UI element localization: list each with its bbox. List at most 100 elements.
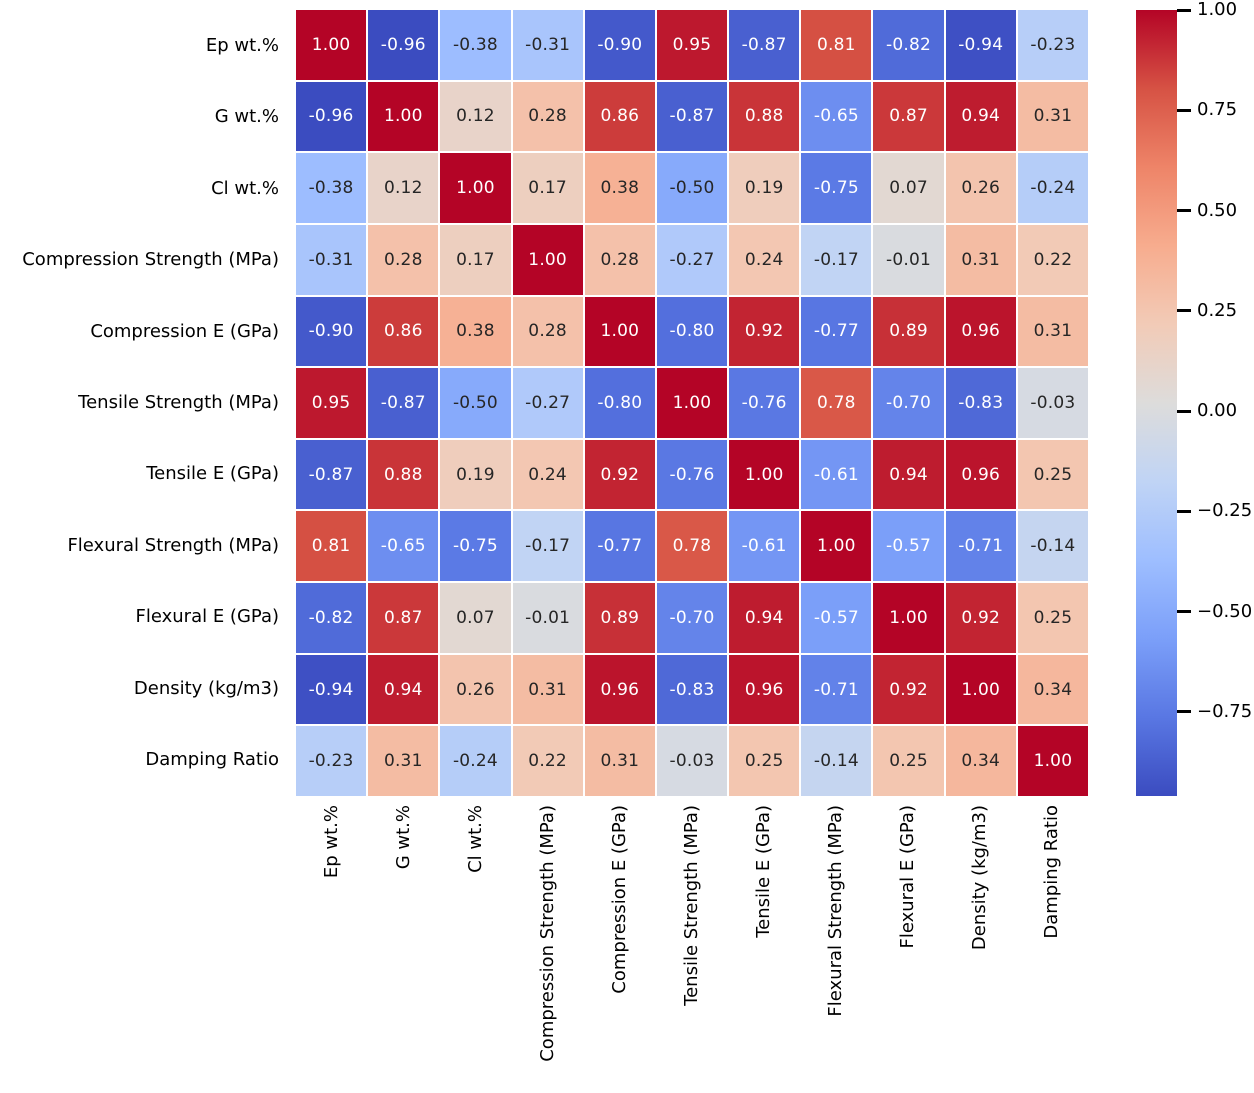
heatmap-cell: -0.14 — [801, 726, 872, 796]
heatmap-cell: -0.50 — [656, 153, 728, 223]
heatmap-cell: -0.94 — [945, 10, 1016, 80]
y-axis-label: Tensile E (GPa) — [146, 463, 279, 485]
heatmap-cell: 0.87 — [368, 583, 439, 653]
heatmap-cell: -0.83 — [945, 368, 1016, 438]
colorbar-gradient — [1136, 10, 1177, 796]
heatmap-cell: 0.38 — [440, 296, 511, 367]
heatmap-cell: 0.17 — [512, 153, 583, 223]
heatmap-cell: -0.87 — [368, 368, 439, 438]
heatmap-cell: 0.07 — [440, 583, 511, 653]
heatmap-cell: 0.17 — [440, 224, 511, 295]
heatmap-cell: 1.00 — [512, 224, 583, 295]
heatmap-cell: -0.01 — [873, 224, 944, 295]
heatmap-cell: 0.28 — [584, 224, 655, 295]
x-axis-labels: Ep wt.% G wt.% Cl wt.% Compression Strength… — [296, 805, 1088, 1093]
heatmap-cell: 0.25 — [1017, 439, 1088, 510]
heatmap-cell: 0.24 — [729, 224, 800, 295]
colorbar-tick-label: −0.25 — [1197, 500, 1253, 522]
y-axis-label: Compression E (GPa) — [90, 320, 279, 342]
heatmap-cell: 1.00 — [873, 583, 944, 653]
heatmap-cell: 0.89 — [584, 583, 655, 653]
heatmap-cell: -0.82 — [296, 583, 367, 653]
heatmap-cell: 1.00 — [656, 368, 728, 438]
heatmap-cell: 0.94 — [873, 439, 944, 510]
heatmap-cell: 0.95 — [296, 368, 367, 438]
heatmap-cell: 0.89 — [873, 296, 944, 367]
colorbar-tick-label: 0.25 — [1197, 299, 1238, 321]
x-axis-label: Damping Ratio — [1041, 805, 1062, 939]
heatmap-cell: 0.25 — [873, 726, 944, 796]
heatmap-cell: 0.78 — [656, 511, 728, 582]
heatmap-cell: -0.82 — [873, 10, 944, 80]
heatmap-cell: 1.00 — [1017, 726, 1088, 796]
heatmap-cell: 0.28 — [512, 81, 583, 152]
heatmap-cell: 0.22 — [1017, 224, 1088, 295]
heatmap-cell: 0.94 — [729, 583, 800, 653]
heatmap-cell: -0.61 — [729, 511, 800, 582]
heatmap-cell: 0.07 — [873, 153, 944, 223]
heatmap-cell: 0.31 — [584, 726, 655, 796]
colorbar-tick-label: 0.00 — [1197, 400, 1238, 422]
colorbar-tick-mark — [1177, 108, 1191, 112]
y-axis-labels: Ep wt.% G wt.% Cl wt.% Compression Strength… — [0, 10, 288, 796]
heatmap-cell: -0.90 — [296, 296, 367, 367]
heatmap-cell: -0.38 — [296, 153, 367, 223]
heatmap-cell: -0.17 — [801, 224, 872, 295]
x-axis-label: Compression E (GPa) — [609, 805, 630, 994]
heatmap-cell: 0.88 — [729, 81, 800, 152]
heatmap-cell: -0.03 — [1017, 368, 1088, 438]
heatmap-cell: -0.83 — [656, 654, 728, 725]
heatmap-cell: -0.80 — [656, 296, 728, 367]
heatmap-cell: -0.27 — [512, 368, 583, 438]
heatmap-cell: 0.31 — [512, 654, 583, 725]
colorbar-tick-label: −0.50 — [1197, 600, 1253, 622]
heatmap-cell: 1.00 — [296, 10, 367, 80]
colorbar-tick-label: 0.75 — [1197, 99, 1238, 121]
heatmap-cell: -0.87 — [296, 439, 367, 510]
heatmap-cell: -0.96 — [368, 10, 439, 80]
heatmap-cell: -0.90 — [584, 10, 655, 80]
heatmap-grid: 1.00 -0.96 -0.38 -0.31 -0.90 0.95 -0.87 0.81 -0.… — [296, 10, 1088, 796]
heatmap-cell: -0.94 — [296, 654, 367, 725]
heatmap-cell: 0.12 — [440, 81, 511, 152]
heatmap-cell: -0.31 — [512, 10, 583, 80]
heatmap-cell: -0.31 — [296, 224, 367, 295]
x-axis-label: Tensile Strength (MPa) — [681, 805, 702, 1006]
heatmap-cell: 0.26 — [440, 654, 511, 725]
x-axis-label: Density (kg/m3) — [969, 805, 990, 951]
colorbar-tick-label: 0.50 — [1197, 199, 1238, 221]
heatmap-cell: 0.87 — [873, 81, 944, 152]
x-axis-label: Cl wt.% — [465, 805, 486, 873]
heatmap-cell: -0.75 — [440, 511, 511, 582]
heatmap-cell: -0.71 — [801, 654, 872, 725]
heatmap-cell: -0.57 — [801, 583, 872, 653]
heatmap-cell: 0.34 — [1017, 654, 1088, 725]
heatmap-cell: 0.34 — [945, 726, 1016, 796]
colorbar-tick-mark — [1177, 509, 1191, 513]
heatmap-cell: -0.03 — [656, 726, 728, 796]
heatmap-cell: -0.27 — [656, 224, 728, 295]
heatmap-cell: 0.96 — [584, 654, 655, 725]
heatmap-cell: -0.96 — [296, 81, 367, 152]
colorbar-tick-mark — [1177, 710, 1191, 714]
heatmap-cell: 0.81 — [296, 511, 367, 582]
heatmap-cell: 0.31 — [1017, 296, 1088, 367]
x-axis-label: Tensile E (GPa) — [753, 805, 774, 938]
colorbar-tick-label: −0.75 — [1197, 700, 1253, 722]
heatmap-cell: 0.25 — [1017, 583, 1088, 653]
heatmap-cell: -0.23 — [296, 726, 367, 796]
heatmap-cell: 0.94 — [368, 654, 439, 725]
heatmap-cell: -0.76 — [729, 368, 800, 438]
y-axis-label: Tensile Strength (MPa) — [78, 392, 279, 413]
heatmap-cell: -0.65 — [801, 81, 872, 152]
heatmap-cell: -0.80 — [584, 368, 655, 438]
heatmap-cell: 0.24 — [512, 439, 583, 510]
y-axis-label: G wt.% — [214, 106, 279, 128]
heatmap-cell: 1.00 — [440, 153, 511, 223]
heatmap-cell: -0.38 — [440, 10, 511, 80]
heatmap-cell: -0.23 — [1017, 10, 1088, 80]
y-axis-label: Compression Strength (MPa) — [22, 249, 279, 271]
y-axis-label: Ep wt.% — [205, 34, 279, 56]
heatmap-cell: -0.70 — [873, 368, 944, 438]
